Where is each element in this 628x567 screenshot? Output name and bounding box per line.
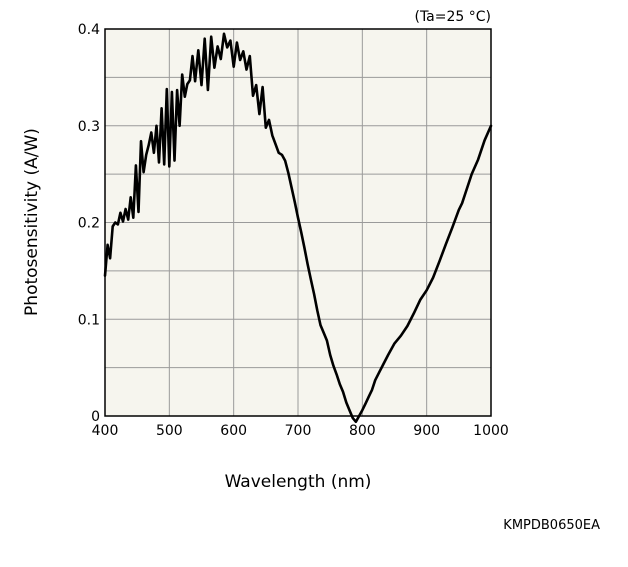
- x-tick-label: 700: [285, 423, 312, 439]
- photosensitivity-curve: [103, 32, 493, 424]
- document-code: KMPDB0650EA: [503, 518, 600, 533]
- plot-border: [104, 28, 492, 417]
- y-tick-label: 0.1: [78, 312, 100, 328]
- x-tick-label: 400: [92, 423, 119, 439]
- x-tick-label: 1000: [473, 423, 509, 439]
- y-axis-ticks: 0 0.1 0.2 0.3 0.4: [78, 22, 100, 425]
- x-axis-label: Wavelength (nm): [225, 472, 372, 492]
- condition-annotation: (Ta=25 °C): [414, 9, 491, 25]
- y-tick-label: 0.3: [78, 119, 100, 135]
- data-series: [103, 32, 493, 424]
- y-axis-label: Photosensitivity (A/W): [22, 128, 42, 316]
- y-tick-label: 0.2: [78, 216, 100, 232]
- x-tick-label: 500: [156, 423, 183, 439]
- x-tick-label: 600: [220, 423, 247, 439]
- x-tick-label: 900: [413, 423, 440, 439]
- y-tick-label: 0: [91, 409, 100, 425]
- y-tick-label: 0.4: [78, 22, 100, 38]
- x-axis-ticks: 400 500 600 700 800 900 1000: [92, 423, 509, 439]
- x-tick-label: 800: [349, 423, 376, 439]
